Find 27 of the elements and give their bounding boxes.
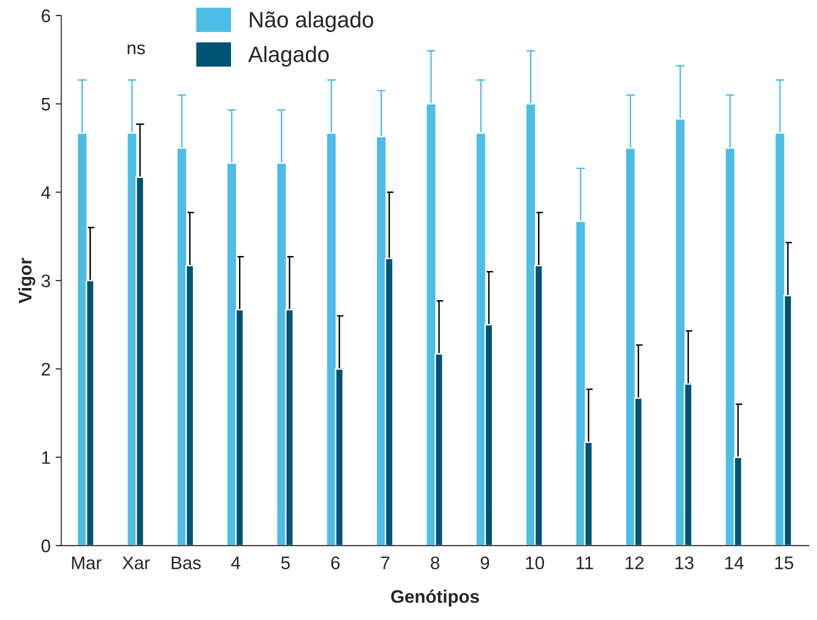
x-tick-label: 9 xyxy=(480,556,490,570)
y-tick-label: 6 xyxy=(42,9,50,22)
x-tick-label: 10 xyxy=(526,556,544,570)
legend-label: Alagado xyxy=(248,46,329,67)
x-tick-label: Xar xyxy=(122,556,150,570)
x-tick-label: 15 xyxy=(775,556,794,570)
y-tick-label: 2 xyxy=(42,362,50,376)
annotation: ns xyxy=(128,44,145,54)
x-tick-label: 4 xyxy=(231,556,240,570)
legend-label: Não alagado xyxy=(250,11,374,32)
x-tick-label: 11 xyxy=(576,556,594,570)
y-tick-label: 3 xyxy=(42,274,50,288)
y-tick-label: 1 xyxy=(42,451,50,464)
x-tick-label: 13 xyxy=(676,556,694,570)
x-tick-label: 8 xyxy=(430,556,440,570)
y-tick-label: 4 xyxy=(41,186,50,199)
x-tick-label: 14 xyxy=(725,556,744,570)
x-tick-label: Mar xyxy=(72,556,102,570)
y-tick-label: 0 xyxy=(42,540,50,552)
x-tick-label: Bas xyxy=(172,556,201,570)
x-tick-label: 5 xyxy=(281,556,290,570)
x-tick-label: 6 xyxy=(331,556,340,570)
y-tick-label: 5 xyxy=(42,98,50,111)
x-tick-label: 12 xyxy=(626,556,644,570)
x-tick-label: 7 xyxy=(381,556,390,570)
x-axis-title: Genótipos xyxy=(391,590,479,607)
y-axis-title: Vigor xyxy=(18,258,36,304)
